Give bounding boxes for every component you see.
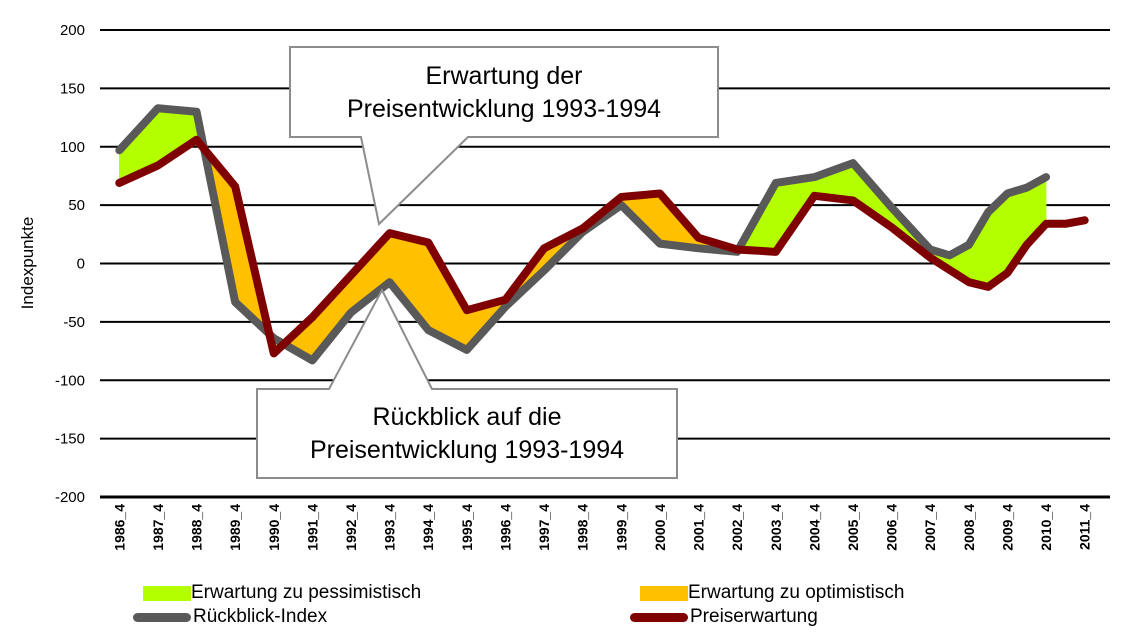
legend-pessimistic: Erwartung zu pessimistisch <box>143 582 421 604</box>
callout-top-shape <box>289 46 719 226</box>
callout-retrospect: Rückblick auf die Preisentwicklung 1993-… <box>257 401 677 467</box>
y-tick-label: -50 <box>63 314 85 331</box>
x-tick-label: 2006_4 <box>884 504 900 551</box>
callout-expectation-line2: Preisentwicklung 1993-1994 <box>346 95 662 123</box>
x-tick-label: 1997_4 <box>536 504 552 551</box>
x-tick-label: 2003_4 <box>768 504 784 551</box>
x-tick-label: 2002_4 <box>729 504 745 551</box>
x-tick-label: 2004_4 <box>806 504 822 551</box>
x-tick-label: 1998_4 <box>575 504 591 551</box>
callout-expectation-line1: Erwartung der <box>425 62 583 90</box>
x-tick-label: 1990_4 <box>266 504 282 551</box>
x-tick-label: 2009_4 <box>999 504 1015 551</box>
legend-label-expect: Preiserwartung <box>690 606 818 627</box>
x-tick-label: 1992_4 <box>343 504 359 551</box>
legend-swatch-orange <box>640 585 688 601</box>
legend-label-pessimistic: Erwartung zu pessimistisch <box>191 582 422 603</box>
x-tick-label: 1991_4 <box>304 504 320 551</box>
legend-label-optimistic: Erwartung zu optimistisch <box>688 582 905 603</box>
x-tick-label: 2010_4 <box>1038 504 1054 551</box>
y-tick-label: 100 <box>60 139 85 156</box>
y-tick-label: -200 <box>55 489 85 506</box>
y-tick-label: 0 <box>77 256 85 273</box>
callout-retrospect-line1: Rückblick auf die <box>372 403 562 431</box>
x-tick-label: 1996_4 <box>497 504 513 551</box>
x-tick-label: 1987_4 <box>150 504 166 551</box>
x-tick-label: 1986_4 <box>111 504 127 551</box>
legend-swatch-grey-line <box>133 612 191 622</box>
x-tick-label: 2000_4 <box>652 504 668 551</box>
x-tick-label: 1994_4 <box>420 504 436 551</box>
x-tick-label: 2001_4 <box>691 504 707 551</box>
legend-expect: Preiserwartung <box>630 606 818 628</box>
x-tick-label: 1988_4 <box>189 504 205 551</box>
legend-optimistic: Erwartung zu optimistisch <box>640 582 904 604</box>
legend-label-retro: Rückblick-Index <box>193 606 328 627</box>
y-tick-label: -100 <box>55 372 85 389</box>
legend-retro: Rückblick-Index <box>133 606 327 628</box>
callout-retrospect-line2: Preisentwicklung 1993-1994 <box>309 436 625 464</box>
y-tick-label: -150 <box>55 431 85 448</box>
x-tick-labels: 1986_4 1987_4 1988_4 1989_4 1990_4 1991_4 1992… <box>111 504 1092 551</box>
x-tick-label: 2005_4 <box>845 504 861 551</box>
callout-bottom-shape <box>256 287 678 479</box>
legend-swatch-green <box>143 585 191 601</box>
x-tick-label: 1989_4 <box>227 504 243 551</box>
x-tick-label: 1999_4 <box>613 504 629 551</box>
series-line-preiserwartung <box>115 135 1089 358</box>
series-line-rueckblick-index <box>115 104 1051 365</box>
y-tick-label: 50 <box>68 197 85 214</box>
legend-swatch-red-line <box>630 612 688 622</box>
x-tick-label: 2008_4 <box>961 504 977 551</box>
y-tick-label: 200 <box>60 22 85 39</box>
y-axis-label: Indexpunkte <box>18 217 37 310</box>
x-tick-label: 1993_4 <box>382 504 398 551</box>
x-tick-label: 1995_4 <box>459 504 475 551</box>
y-tick-labels: 200 150 100 50 0 -50 -100 -150 -200 <box>55 22 85 506</box>
x-tick-label: 2011_4 <box>1077 504 1093 550</box>
x-tick-label: 2007_4 <box>922 504 938 551</box>
series-lines <box>115 104 1089 365</box>
y-tick-label: 150 <box>60 80 85 97</box>
callout-expectation: Erwartung der Preisentwicklung 1993-1994 <box>290 60 718 126</box>
